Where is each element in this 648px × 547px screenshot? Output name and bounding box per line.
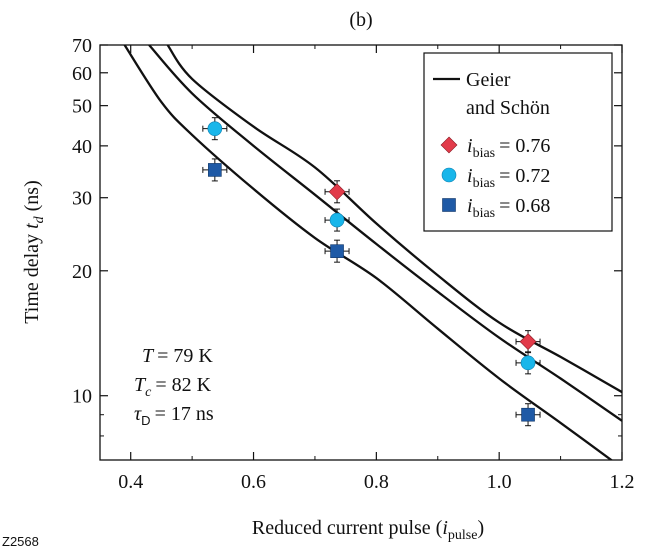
legend-entry-3-value: = 0.68	[499, 195, 550, 217]
y-tick-label-20: 20	[72, 261, 92, 283]
x-axis-label: Reduced current pulse (ipulse)	[252, 517, 484, 543]
y-tick-label-70: 70	[72, 35, 92, 57]
plot-frame	[99, 44, 623, 461]
legend-entry-1-label: ibias = 0.76	[467, 135, 550, 161]
circle-marker	[329, 212, 345, 228]
legend-curve-label-1: Geier	[466, 69, 511, 91]
x-tick-label-0.4: 0.4	[118, 471, 143, 493]
square-marker	[521, 407, 535, 422]
x-tick-label-1.2: 1.2	[610, 471, 635, 493]
model-curve-3	[123, 45, 614, 460]
legend-curve-label-2: and Schön	[466, 97, 550, 119]
annotation-T: T = 79 K	[142, 345, 213, 367]
legend: Geier and Schön ibias = 0.76 ibias = 0.72 …	[423, 52, 613, 232]
square-marker	[208, 163, 222, 177]
legend-entry-1-value: = 0.76	[499, 135, 550, 157]
model-curve-2	[148, 45, 622, 422]
circle-marker	[520, 355, 536, 371]
data-point-circle-2	[324, 208, 350, 232]
legend-circle-marker	[441, 167, 457, 183]
axis-tick-labels: 0.4 0.6 0.8 1.0 1.2 10 20 30 40 50 60 70	[72, 35, 635, 493]
data-point-square-3	[515, 403, 541, 427]
legend-markers	[440, 136, 458, 212]
y-tick-label-10: 10	[72, 386, 92, 408]
data-point-circle-3	[515, 351, 541, 375]
data-point-diamond-2	[515, 330, 541, 354]
data-points	[202, 117, 541, 427]
data-point-circle-1	[202, 117, 228, 141]
x-tick-label-0.6: 0.6	[241, 471, 266, 493]
square-marker	[330, 244, 344, 258]
y-tick-label-50: 50	[72, 96, 92, 118]
diamond-marker	[519, 333, 537, 351]
y-tick-label-60: 60	[72, 63, 92, 85]
model-curve-1	[166, 45, 622, 394]
annotation-Tc: Tc = 82 K	[134, 374, 212, 400]
x-tick-label-0.8: 0.8	[364, 471, 389, 493]
legend-entry-2-value: = 0.72	[499, 165, 550, 187]
x-tick-label-1.0: 1.0	[487, 471, 512, 493]
data-point-square-2	[324, 239, 350, 263]
y-tick-label-30: 30	[72, 188, 92, 210]
figure-id: Z2568	[2, 534, 39, 547]
annotation-tauD: τD = 17 ns	[134, 403, 214, 428]
panel-label: (b)	[349, 9, 372, 31]
circle-marker	[207, 121, 223, 136]
legend-entry-3-label: ibias = 0.68	[467, 195, 550, 221]
legend-diamond-marker	[440, 136, 458, 154]
legend-entry-2-label: ibias = 0.72	[467, 165, 550, 191]
y-tick-label-40: 40	[72, 136, 92, 158]
parameter-annotation: T = 79 K Tc = 82 K τD = 17 ns	[134, 345, 214, 428]
data-point-square-1	[202, 158, 228, 182]
legend-square-marker	[442, 198, 456, 212]
axis-ticks	[100, 44, 623, 460]
data-point-diamond-1	[324, 180, 350, 204]
diamond-marker	[328, 183, 346, 201]
model-curves	[123, 45, 622, 460]
y-axis-label: Time delay td (ns)	[21, 180, 47, 324]
